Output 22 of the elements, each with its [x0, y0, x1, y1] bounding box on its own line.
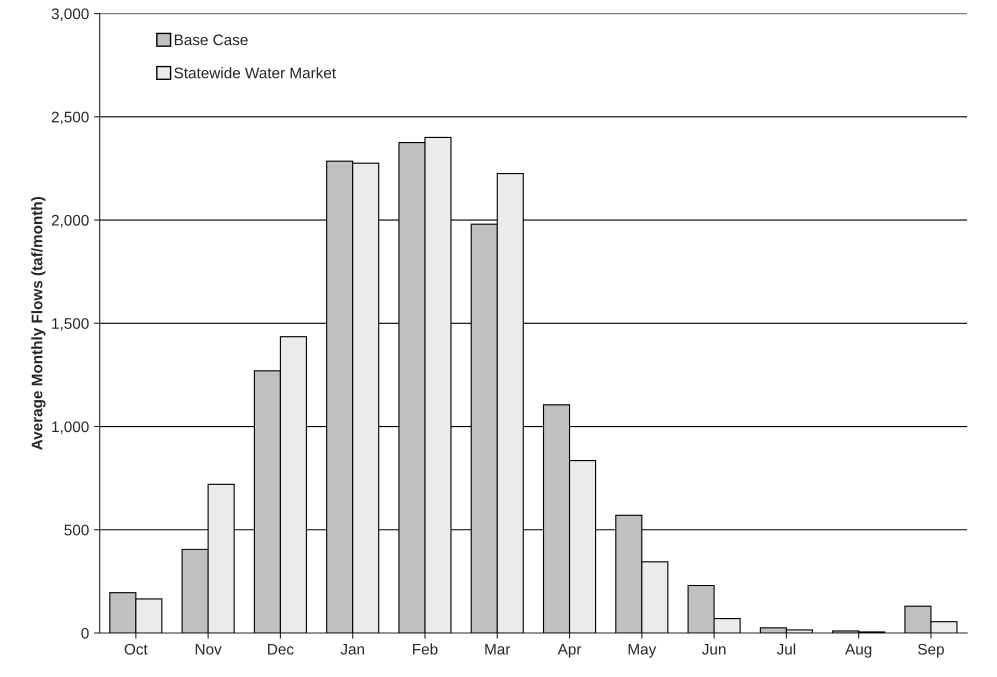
x-tick-label: Feb: [413, 643, 438, 655]
legend-label: Base Case: [174, 34, 248, 46]
y-tick-label: 1,000: [52, 421, 89, 434]
x-tick-label: Nov: [196, 644, 222, 655]
y-tick-label: 3,000: [52, 8, 89, 22]
legend-label: Statewide Water Market: [174, 67, 336, 78]
x-tick-label: May: [628, 644, 656, 658]
x-tick-label: Mar: [485, 644, 510, 655]
y-tick-label: 500: [64, 524, 89, 536]
y-axis-title: Average Monthly Flows (taf/month): [31, 196, 46, 450]
x-tick-label: Apr: [558, 644, 582, 658]
x-tick-label: Aug: [845, 644, 872, 658]
x-tick-label: Dec: [268, 644, 294, 655]
x-tick-label: Oct: [124, 644, 148, 655]
x-tick-label: Sep: [918, 644, 944, 658]
x-tick-label: Jun: [702, 644, 726, 655]
y-tick-label: 1,500: [52, 318, 89, 331]
y-tick-label: 0: [81, 628, 89, 639]
x-tick-label: Jul: [776, 643, 796, 655]
x-tick-label: Jan: [340, 644, 364, 655]
y-tick-label: 2,000: [52, 214, 89, 228]
y-tick-label: 2,500: [52, 112, 89, 124]
